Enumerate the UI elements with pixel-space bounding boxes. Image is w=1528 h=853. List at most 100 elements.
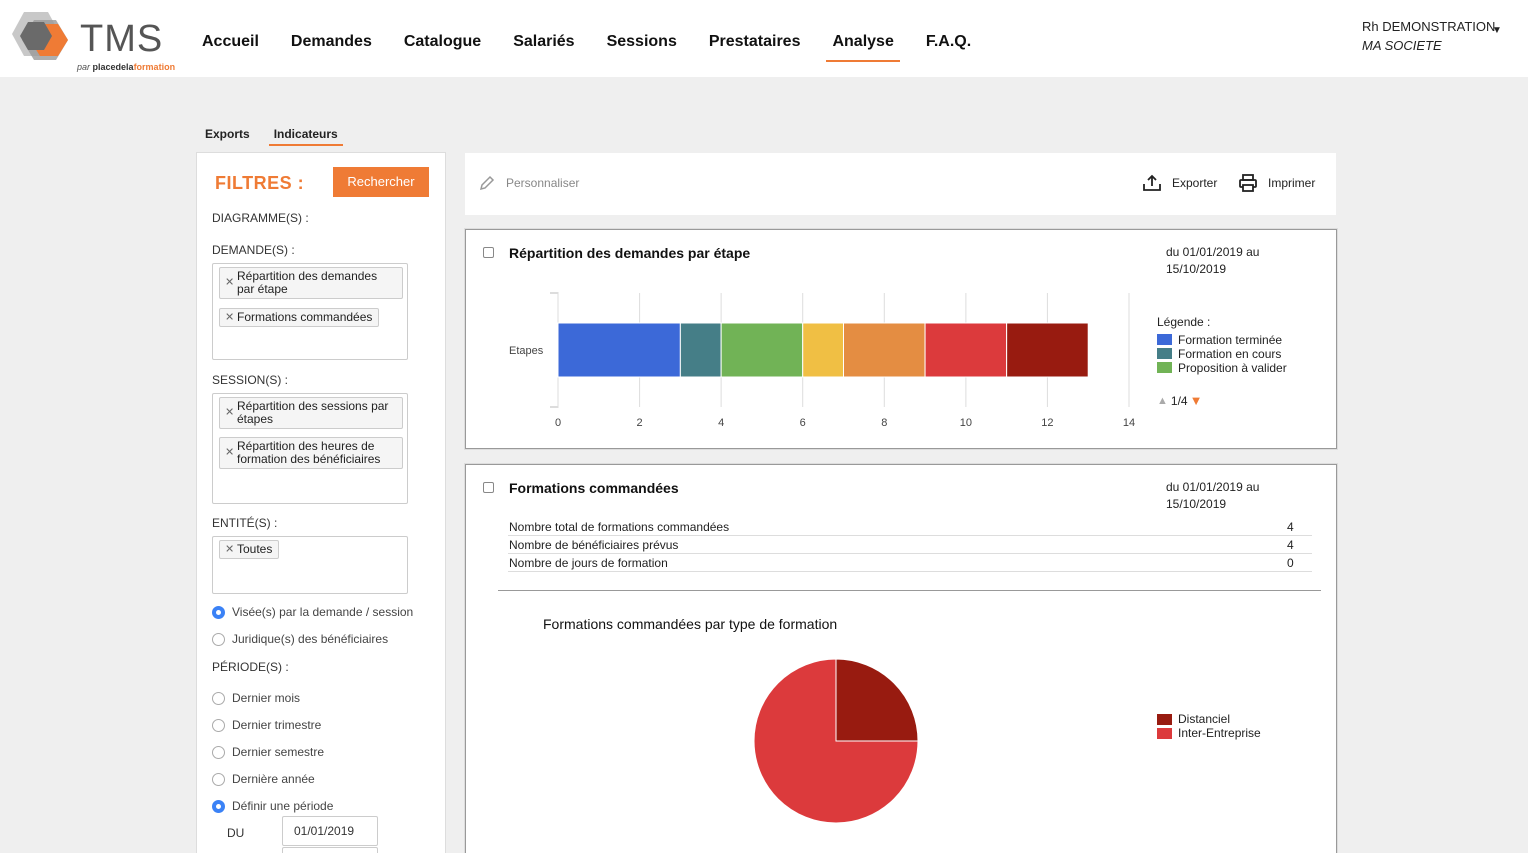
- radio-label: Définir une période: [232, 799, 334, 813]
- legend-title: Légende :: [1157, 315, 1211, 329]
- sessions-label: SESSION(S) :: [212, 373, 289, 387]
- pager-up-icon[interactable]: ▲: [1157, 394, 1168, 407]
- pencil-icon: [479, 175, 495, 191]
- legend-item: Inter-Entreprise: [1157, 726, 1261, 740]
- radio-dot[interactable]: [212, 691, 225, 705]
- demandes-select[interactable]: ✕ Répartition des demandes par étape ✕ For…: [212, 263, 408, 360]
- entites-select[interactable]: ✕ Toutes: [212, 536, 408, 594]
- user-name: Rh DEMONSTRATION: [1362, 19, 1496, 34]
- kpi-label: Nombre de jours de formation: [509, 556, 668, 570]
- date-line-1: du 01/01/2019 au: [1166, 245, 1260, 259]
- stacked-bar-chart: 0 2 4 6 8 10 12 14 Etapes: [509, 292, 1135, 429]
- upload-icon: [1143, 174, 1161, 191]
- tms-logo[interactable]: TMS par placedelaformation: [10, 8, 175, 72]
- nav-analyse[interactable]: Analyse: [826, 33, 901, 62]
- kpi-row: Nombre total de formations commandées 4: [508, 518, 1312, 536]
- legend-label: Distanciel: [1178, 712, 1231, 726]
- kpi-row: Nombre de bénéficiaires prévus 4: [508, 536, 1312, 554]
- pager-label: 1/4: [1170, 393, 1188, 408]
- tag-heures-formation: ✕ Répartition des heures de formation des…: [219, 437, 403, 469]
- chart-title: Formations commandées: [509, 480, 679, 496]
- filters-panel: FILTRES : Rechercher DIAGRAMME(S) : DEMA…: [196, 152, 446, 853]
- radio-derniere-annee[interactable]: Dernière année: [212, 772, 315, 786]
- exporter-button[interactable]: Exporter: [1142, 174, 1217, 192]
- sessions-select[interactable]: ✕ Répartition des sessions par étapes ✕ Ré…: [212, 393, 408, 504]
- nav-prestataires[interactable]: Prestataires: [708, 33, 801, 50]
- radio-dot[interactable]: [212, 718, 225, 732]
- kpi-label: Nombre de bénéficiaires prévus: [509, 538, 679, 552]
- pager-down-icon[interactable]: ▼: [1189, 393, 1203, 408]
- chart-title: Répartition des demandes par étape: [509, 245, 751, 261]
- radio-dot[interactable]: [212, 632, 225, 646]
- select-chart-checkbox[interactable]: [483, 247, 494, 258]
- x-tick-label: 4: [718, 417, 724, 429]
- analysis-subtabs: Exports Indicateurs: [205, 127, 362, 146]
- chart-card-formations-commandees: Formations commandées du 01/01/2019 au 1…: [465, 464, 1337, 853]
- filters-title: FILTRES :: [215, 173, 305, 193]
- nav-sessions[interactable]: Sessions: [606, 33, 677, 50]
- bar-segment: [557, 322, 681, 378]
- date-au-input[interactable]: [282, 847, 378, 853]
- logo-text: TMS: [80, 18, 164, 60]
- legend-pager: ▲ 1/4 ▼: [1157, 393, 1202, 408]
- legend-item: Distanciel: [1157, 712, 1261, 726]
- tag-label: Toutes: [237, 542, 273, 556]
- kpi-label: Nombre total de formations commandées: [509, 520, 730, 534]
- remove-tag-icon[interactable]: ✕: [225, 276, 235, 289]
- logo-subtitle: par placedelaformation: [77, 62, 175, 72]
- caret-down-icon[interactable]: ▼: [1492, 25, 1502, 36]
- bar-segment: [924, 322, 1008, 378]
- date-du-input[interactable]: 01/01/2019: [282, 816, 378, 846]
- legend-label: Formation terminée: [1178, 333, 1283, 347]
- user-menu[interactable]: Rh DEMONSTRATION MA SOCIETE ▼: [1362, 19, 1502, 53]
- exporter-label: Exporter: [1172, 176, 1218, 190]
- remove-tag-icon[interactable]: ✕: [225, 543, 235, 555]
- radio-juridiques[interactable]: Juridique(s) des bénéficiaires: [212, 632, 388, 646]
- bar-segment: [720, 322, 804, 378]
- legend-swatch: [1157, 713, 1172, 725]
- remove-tag-icon[interactable]: ✕: [225, 406, 235, 419]
- du-label: DU: [227, 826, 245, 840]
- chart-date-range: du 01/01/2019 au 15/10/2019: [1166, 479, 1276, 513]
- imprimer-button[interactable]: Imprimer: [1238, 174, 1315, 192]
- personnaliser-button[interactable]: Personnaliser: [478, 174, 579, 192]
- select-chart-checkbox[interactable]: [483, 482, 494, 493]
- chart-date-range: du 01/01/2019 au 15/10/2019: [1166, 244, 1276, 278]
- imprimer-label: Imprimer: [1268, 176, 1316, 190]
- radio-dernier-trimestre[interactable]: Dernier trimestre: [212, 718, 321, 732]
- personnaliser-label: Personnaliser: [506, 176, 580, 190]
- search-button[interactable]: Rechercher: [333, 167, 429, 197]
- nav-faq[interactable]: F.A.Q.: [925, 33, 972, 50]
- x-tick-label: 14: [1123, 417, 1135, 429]
- radio-visees[interactable]: Visée(s) par la demande / session: [212, 605, 413, 619]
- radio-label: Juridique(s) des bénéficiaires: [232, 632, 389, 646]
- pie-slice: [753, 658, 919, 824]
- x-tick-label: 8: [881, 417, 887, 429]
- divider: [498, 590, 1321, 591]
- nav-salaries[interactable]: Salariés: [513, 33, 575, 50]
- tab-indicateurs[interactable]: Indicateurs: [268, 127, 343, 146]
- x-tick-label: 10: [960, 417, 972, 429]
- nav-demandes[interactable]: Demandes: [290, 33, 372, 50]
- tag-formations-commandees: ✕ Formations commandées: [219, 308, 380, 327]
- tab-exports[interactable]: Exports: [205, 127, 250, 141]
- radio-dot[interactable]: [212, 772, 225, 786]
- printer-icon: [1239, 174, 1257, 192]
- legend-swatch: [1157, 727, 1172, 739]
- radio-definir-periode[interactable]: Définir une période: [212, 799, 333, 813]
- radio-dernier-semestre[interactable]: Dernier semestre: [212, 745, 324, 759]
- x-tick-label: 0: [555, 417, 561, 429]
- radio-dot[interactable]: [212, 745, 225, 759]
- date-line-2: 15/10/2019: [1166, 497, 1227, 511]
- remove-tag-icon[interactable]: ✕: [225, 311, 235, 323]
- radio-dot[interactable]: [212, 605, 225, 619]
- hexagon-logo-icon: [12, 12, 68, 60]
- remove-tag-icon[interactable]: ✕: [225, 446, 235, 459]
- radio-dot[interactable]: [212, 799, 225, 813]
- bar-segment: [802, 322, 845, 378]
- legend-label: Inter-Entreprise: [1178, 726, 1261, 740]
- radio-dernier-mois[interactable]: Dernier mois: [212, 691, 300, 705]
- nav-catalogue[interactable]: Catalogue: [403, 33, 482, 50]
- date-line-1: du 01/01/2019 au: [1166, 480, 1260, 494]
- nav-accueil[interactable]: Accueil: [202, 33, 259, 50]
